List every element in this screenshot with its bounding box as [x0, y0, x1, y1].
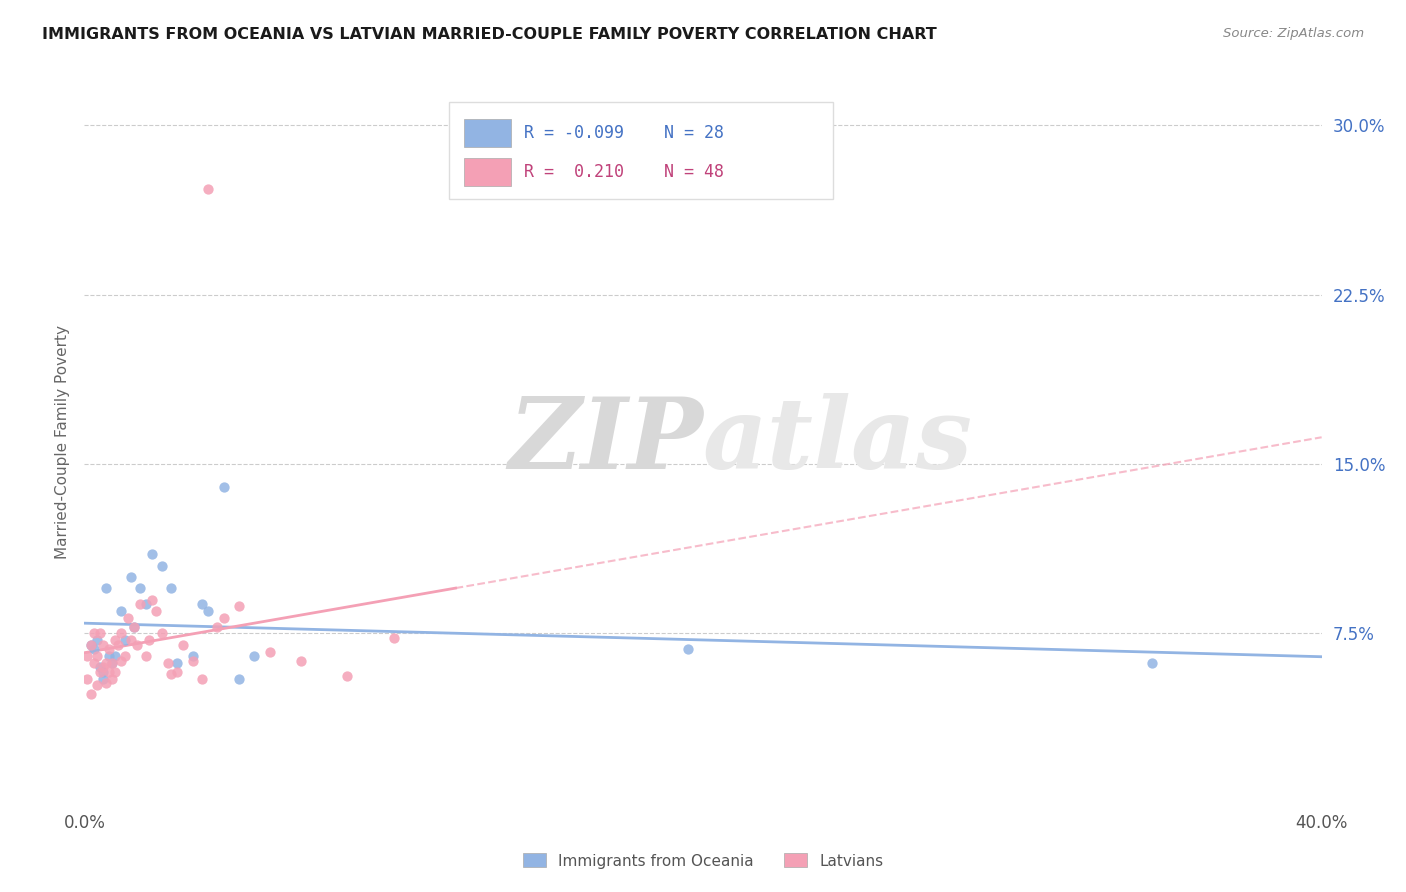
Point [91, 638, 114, 652]
Point [138, 633, 160, 648]
Point [83, 642, 105, 657]
Point [120, 633, 142, 648]
Point [76, 672, 98, 686]
Point [86, 648, 108, 663]
Point [160, 667, 183, 681]
Point [98, 642, 121, 657]
Point [122, 620, 145, 634]
Point [83, 626, 105, 640]
Point [135, 648, 157, 663]
Point [94, 656, 117, 670]
Point [212, 610, 235, 624]
Point [243, 648, 266, 663]
Point [104, 665, 127, 679]
Point [181, 648, 204, 663]
Point [129, 597, 152, 611]
Text: IMMIGRANTS FROM OCEANIA VS LATVIAN MARRIED-COUPLE FAMILY POVERTY CORRELATION CHA: IMMIGRANTS FROM OCEANIA VS LATVIAN MARRI… [42, 27, 936, 42]
Point [98, 665, 121, 679]
Point [135, 597, 157, 611]
Point [110, 604, 132, 618]
Point [86, 678, 108, 692]
Text: R = -0.099    N = 28: R = -0.099 N = 28 [523, 124, 724, 142]
Point [76, 648, 98, 663]
Point [181, 654, 204, 668]
Point [101, 656, 124, 670]
Point [79, 638, 101, 652]
Point [104, 633, 127, 648]
Bar [464, 158, 512, 186]
Point [83, 656, 105, 670]
Point [259, 644, 281, 658]
Point [86, 633, 108, 648]
Point [120, 570, 142, 584]
Point [91, 665, 114, 679]
Point [129, 582, 152, 596]
Point [191, 597, 214, 611]
Point [212, 480, 235, 494]
Text: atlas: atlas [703, 393, 973, 490]
Point [114, 648, 136, 663]
Text: ZIP: ZIP [508, 393, 703, 490]
Point [98, 648, 121, 663]
Point [91, 672, 114, 686]
Point [104, 648, 127, 663]
Point [156, 656, 179, 670]
Point [94, 582, 117, 596]
Point [110, 654, 132, 668]
Point [166, 656, 188, 670]
Point [101, 672, 124, 686]
Point [122, 620, 145, 634]
Point [150, 626, 173, 640]
Point [197, 604, 219, 618]
Point [228, 599, 250, 614]
Point [676, 642, 699, 657]
Text: Source: ZipAtlas.com: Source: ZipAtlas.com [1223, 27, 1364, 40]
Point [110, 626, 132, 640]
Point [1140, 656, 1163, 670]
Point [150, 558, 173, 573]
Point [191, 672, 214, 686]
Point [228, 672, 250, 686]
Point [145, 604, 167, 618]
Bar [464, 119, 512, 147]
Point [197, 181, 219, 195]
Point [336, 669, 359, 683]
Point [125, 638, 148, 652]
Text: R =  0.210    N = 48: R = 0.210 N = 48 [523, 163, 724, 181]
Point [117, 610, 139, 624]
FancyBboxPatch shape [450, 102, 832, 200]
Point [114, 633, 136, 648]
Legend: Immigrants from Oceania, Latvians: Immigrants from Oceania, Latvians [516, 847, 890, 875]
Point [141, 548, 163, 562]
Point [141, 592, 163, 607]
Point [79, 638, 101, 652]
Point [89, 626, 111, 640]
Point [166, 665, 188, 679]
Point [382, 631, 405, 645]
Point [94, 676, 117, 690]
Point [91, 660, 114, 674]
Point [101, 656, 124, 670]
Point [172, 638, 194, 652]
Point [160, 582, 183, 596]
Point [79, 687, 101, 701]
Y-axis label: Married-Couple Family Poverty: Married-Couple Family Poverty [55, 325, 70, 558]
Point [89, 660, 111, 674]
Point [107, 638, 129, 652]
Point [207, 620, 229, 634]
Point [290, 654, 312, 668]
Point [89, 665, 111, 679]
